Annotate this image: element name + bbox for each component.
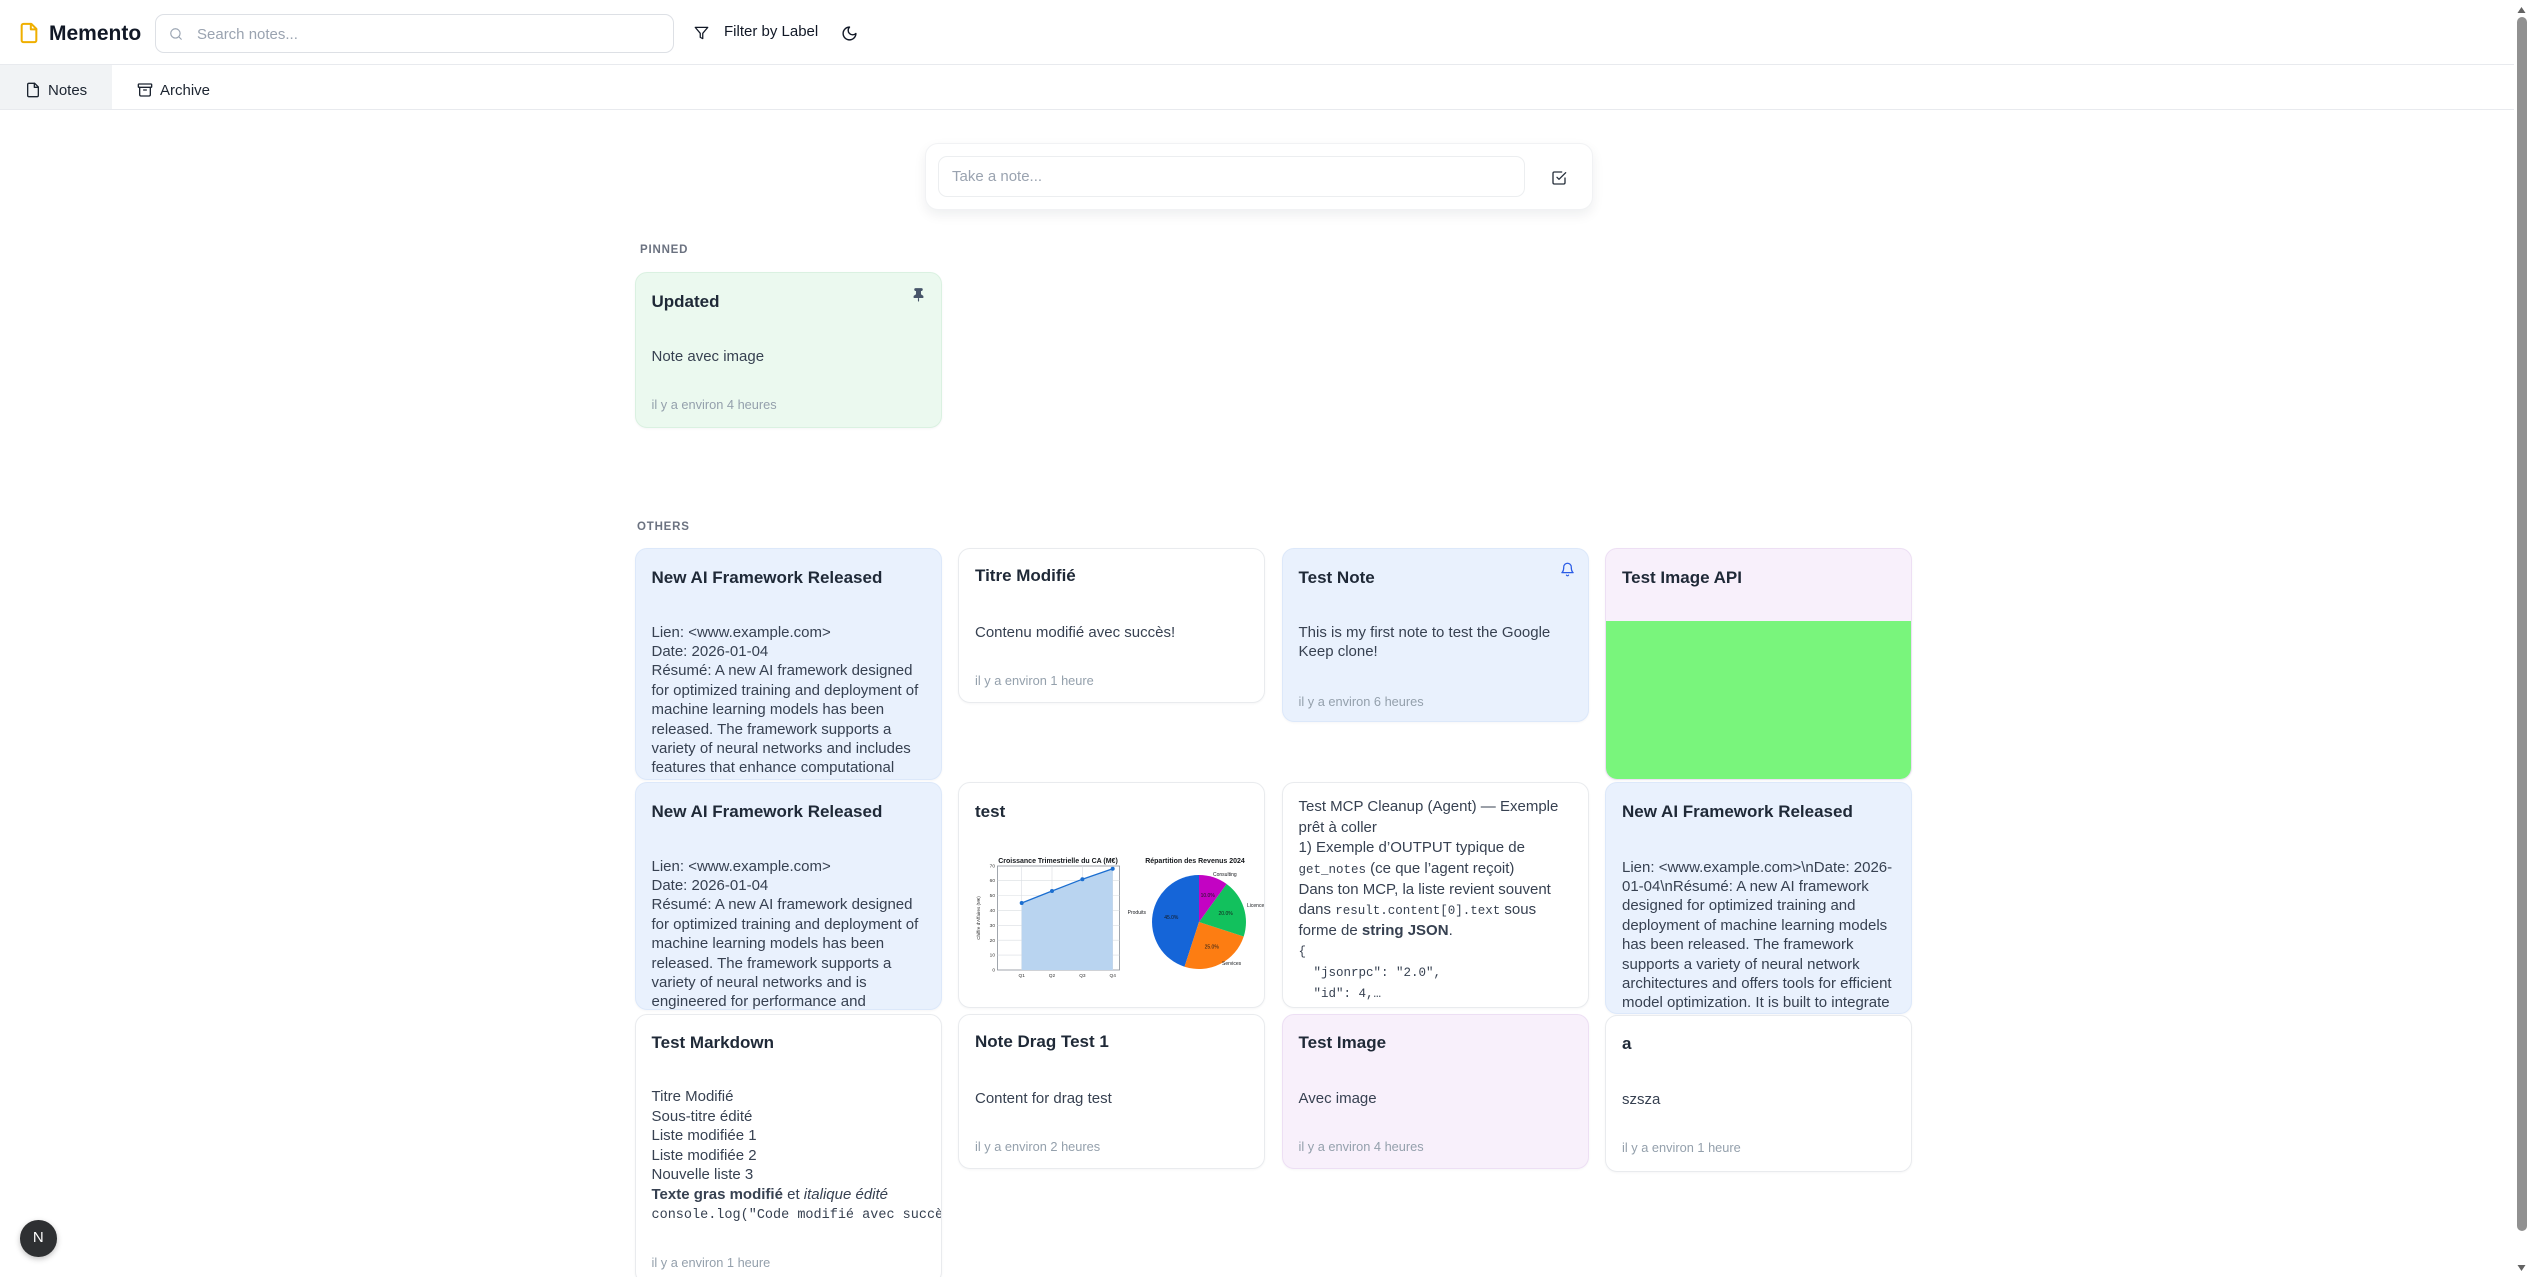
svg-text:40: 40 [990,908,996,914]
svg-text:Q2: Q2 [1049,973,1056,979]
svg-text:30: 30 [990,923,996,929]
svg-text:25.0%: 25.0% [1205,944,1220,950]
svg-text:10.0%: 10.0% [1201,893,1216,899]
svg-text:45.0%: 45.0% [1164,915,1179,921]
svg-text:Croissance Trimestrielle du CA: Croissance Trimestrielle du CA (M€) [998,858,1118,865]
svg-text:20: 20 [990,938,996,944]
svg-text:Licences: Licences [1247,903,1265,909]
svg-text:Produits: Produits [1128,910,1147,916]
svg-text:Services: Services [1222,961,1242,967]
svg-text:Chiffre d'Affaires (M€): Chiffre d'Affaires (M€) [976,896,981,940]
svg-text:Q1: Q1 [1018,973,1025,979]
svg-text:Q3: Q3 [1079,973,1086,979]
svg-text:0: 0 [992,968,995,974]
svg-text:Consulting: Consulting [1213,872,1237,878]
svg-text:70: 70 [990,864,996,870]
svg-text:20.0%: 20.0% [1219,911,1234,917]
svg-text:50: 50 [990,893,996,899]
svg-text:Q4: Q4 [1109,973,1116,979]
svg-text:60: 60 [990,878,996,884]
svg-text:10: 10 [990,953,996,959]
svg-text:Répartition des Revenus 2024: Répartition des Revenus 2024 [1145,858,1245,865]
